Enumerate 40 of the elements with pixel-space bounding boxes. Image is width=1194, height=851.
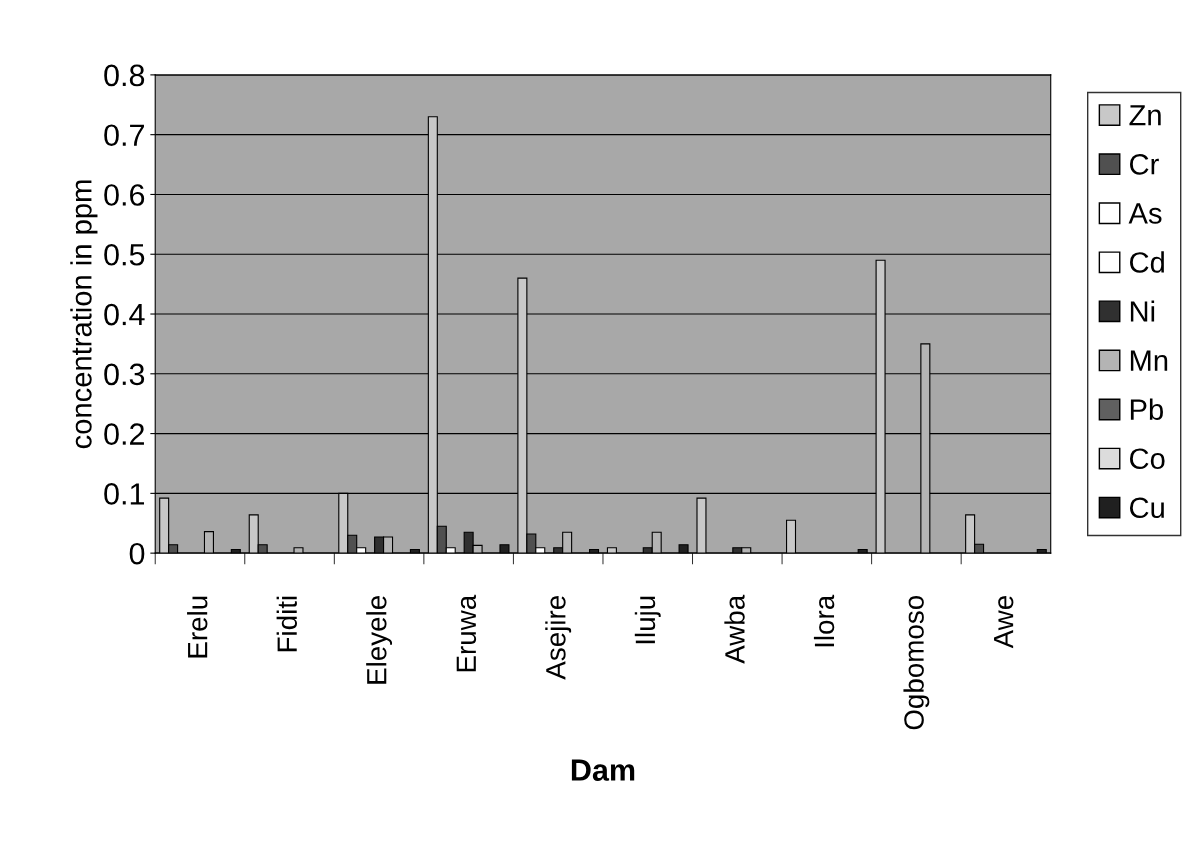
x-tick-label: Iluju [634,596,661,644]
y-tick-label: 0 [129,542,145,565]
legend-label: Cd [1130,251,1164,273]
bar [678,544,689,554]
x-tick-label: Awba [724,594,745,664]
y-tick-label: 0.8 [104,64,145,87]
x-tick-label: Eruwa [456,594,477,672]
y-tick-label: 0.2 [104,423,144,445]
legend-label: Mn [1130,350,1168,371]
x-tick-label: Awe [994,596,1014,649]
bar [857,549,868,554]
legend-label: Co [1130,448,1165,470]
x-tick-label: Asejire [545,596,572,680]
x-tick-label: Eleyele [366,596,393,684]
y-tick-label: 0.7 [104,124,144,147]
bar [696,497,707,554]
x-tick-label: Erelu [187,596,208,658]
legend-label: Ni [1130,300,1155,322]
y-tick-label: 0.4 [104,303,145,326]
x-tick-label: Fiditi [276,596,297,652]
bar [499,544,510,554]
y-tick-label: 0.6 [104,184,145,206]
legend-label: As [1128,203,1162,224]
bar [1036,549,1047,554]
legend-label: Zn [1129,105,1161,126]
bar [409,549,420,554]
legend-label: Cu [1130,497,1164,519]
x-tick-label: Ogbomoso [903,595,930,730]
x-axis-title: Dam [571,759,635,781]
y-axis-title: concentration in ppm [70,180,98,449]
legend-label: Cr [1130,154,1159,175]
y-tick-label: 0.5 [104,243,145,266]
bar [588,549,600,554]
y-tick-label: 0.3 [104,363,145,386]
x-tick-label: Ilora [813,594,835,647]
bar [230,549,241,554]
y-tick-label: 0.1 [104,483,145,505]
bar [606,547,617,554]
legend-label: Pb [1130,398,1163,420]
bar [785,519,797,554]
